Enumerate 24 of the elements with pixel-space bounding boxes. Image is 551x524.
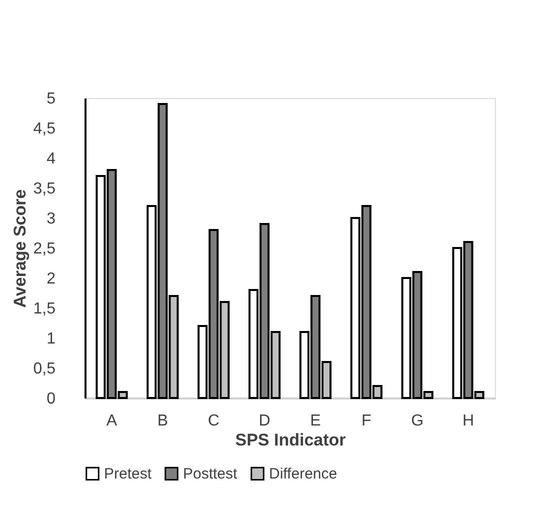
y-tick-label: 0 [46, 390, 56, 408]
x-axis-title: SPS Indicator [235, 430, 346, 450]
x-tick-label: G [411, 412, 424, 430]
y-tick-label: 1 [46, 330, 56, 348]
x-tick-label: B [157, 412, 168, 430]
x-tick-label: E [310, 412, 321, 430]
x-tick-label: C [208, 412, 220, 430]
legend-label: Posttest [183, 466, 238, 483]
x-tick-label: A [106, 412, 118, 430]
legend-label: Pretest [104, 466, 152, 483]
y-tick-label: 4,5 [33, 120, 56, 138]
x-tick-label: F [362, 412, 372, 430]
x-tick-label: D [258, 412, 270, 430]
y-tick-label: 3,5 [33, 180, 56, 198]
y-axis-title: Average Score [10, 189, 30, 308]
y-tick-label: 1,5 [33, 300, 56, 318]
y-tick-label: 3 [46, 210, 56, 228]
y-tick-label: 0,5 [33, 360, 56, 378]
x-tick-label: H [462, 412, 474, 430]
y-tick-label: 2,5 [33, 240, 56, 258]
y-tick-label: 5 [46, 90, 56, 108]
legend-label: Difference [269, 466, 338, 483]
y-tick-label: 2 [46, 270, 56, 288]
y-tick-label: 4 [46, 150, 56, 168]
